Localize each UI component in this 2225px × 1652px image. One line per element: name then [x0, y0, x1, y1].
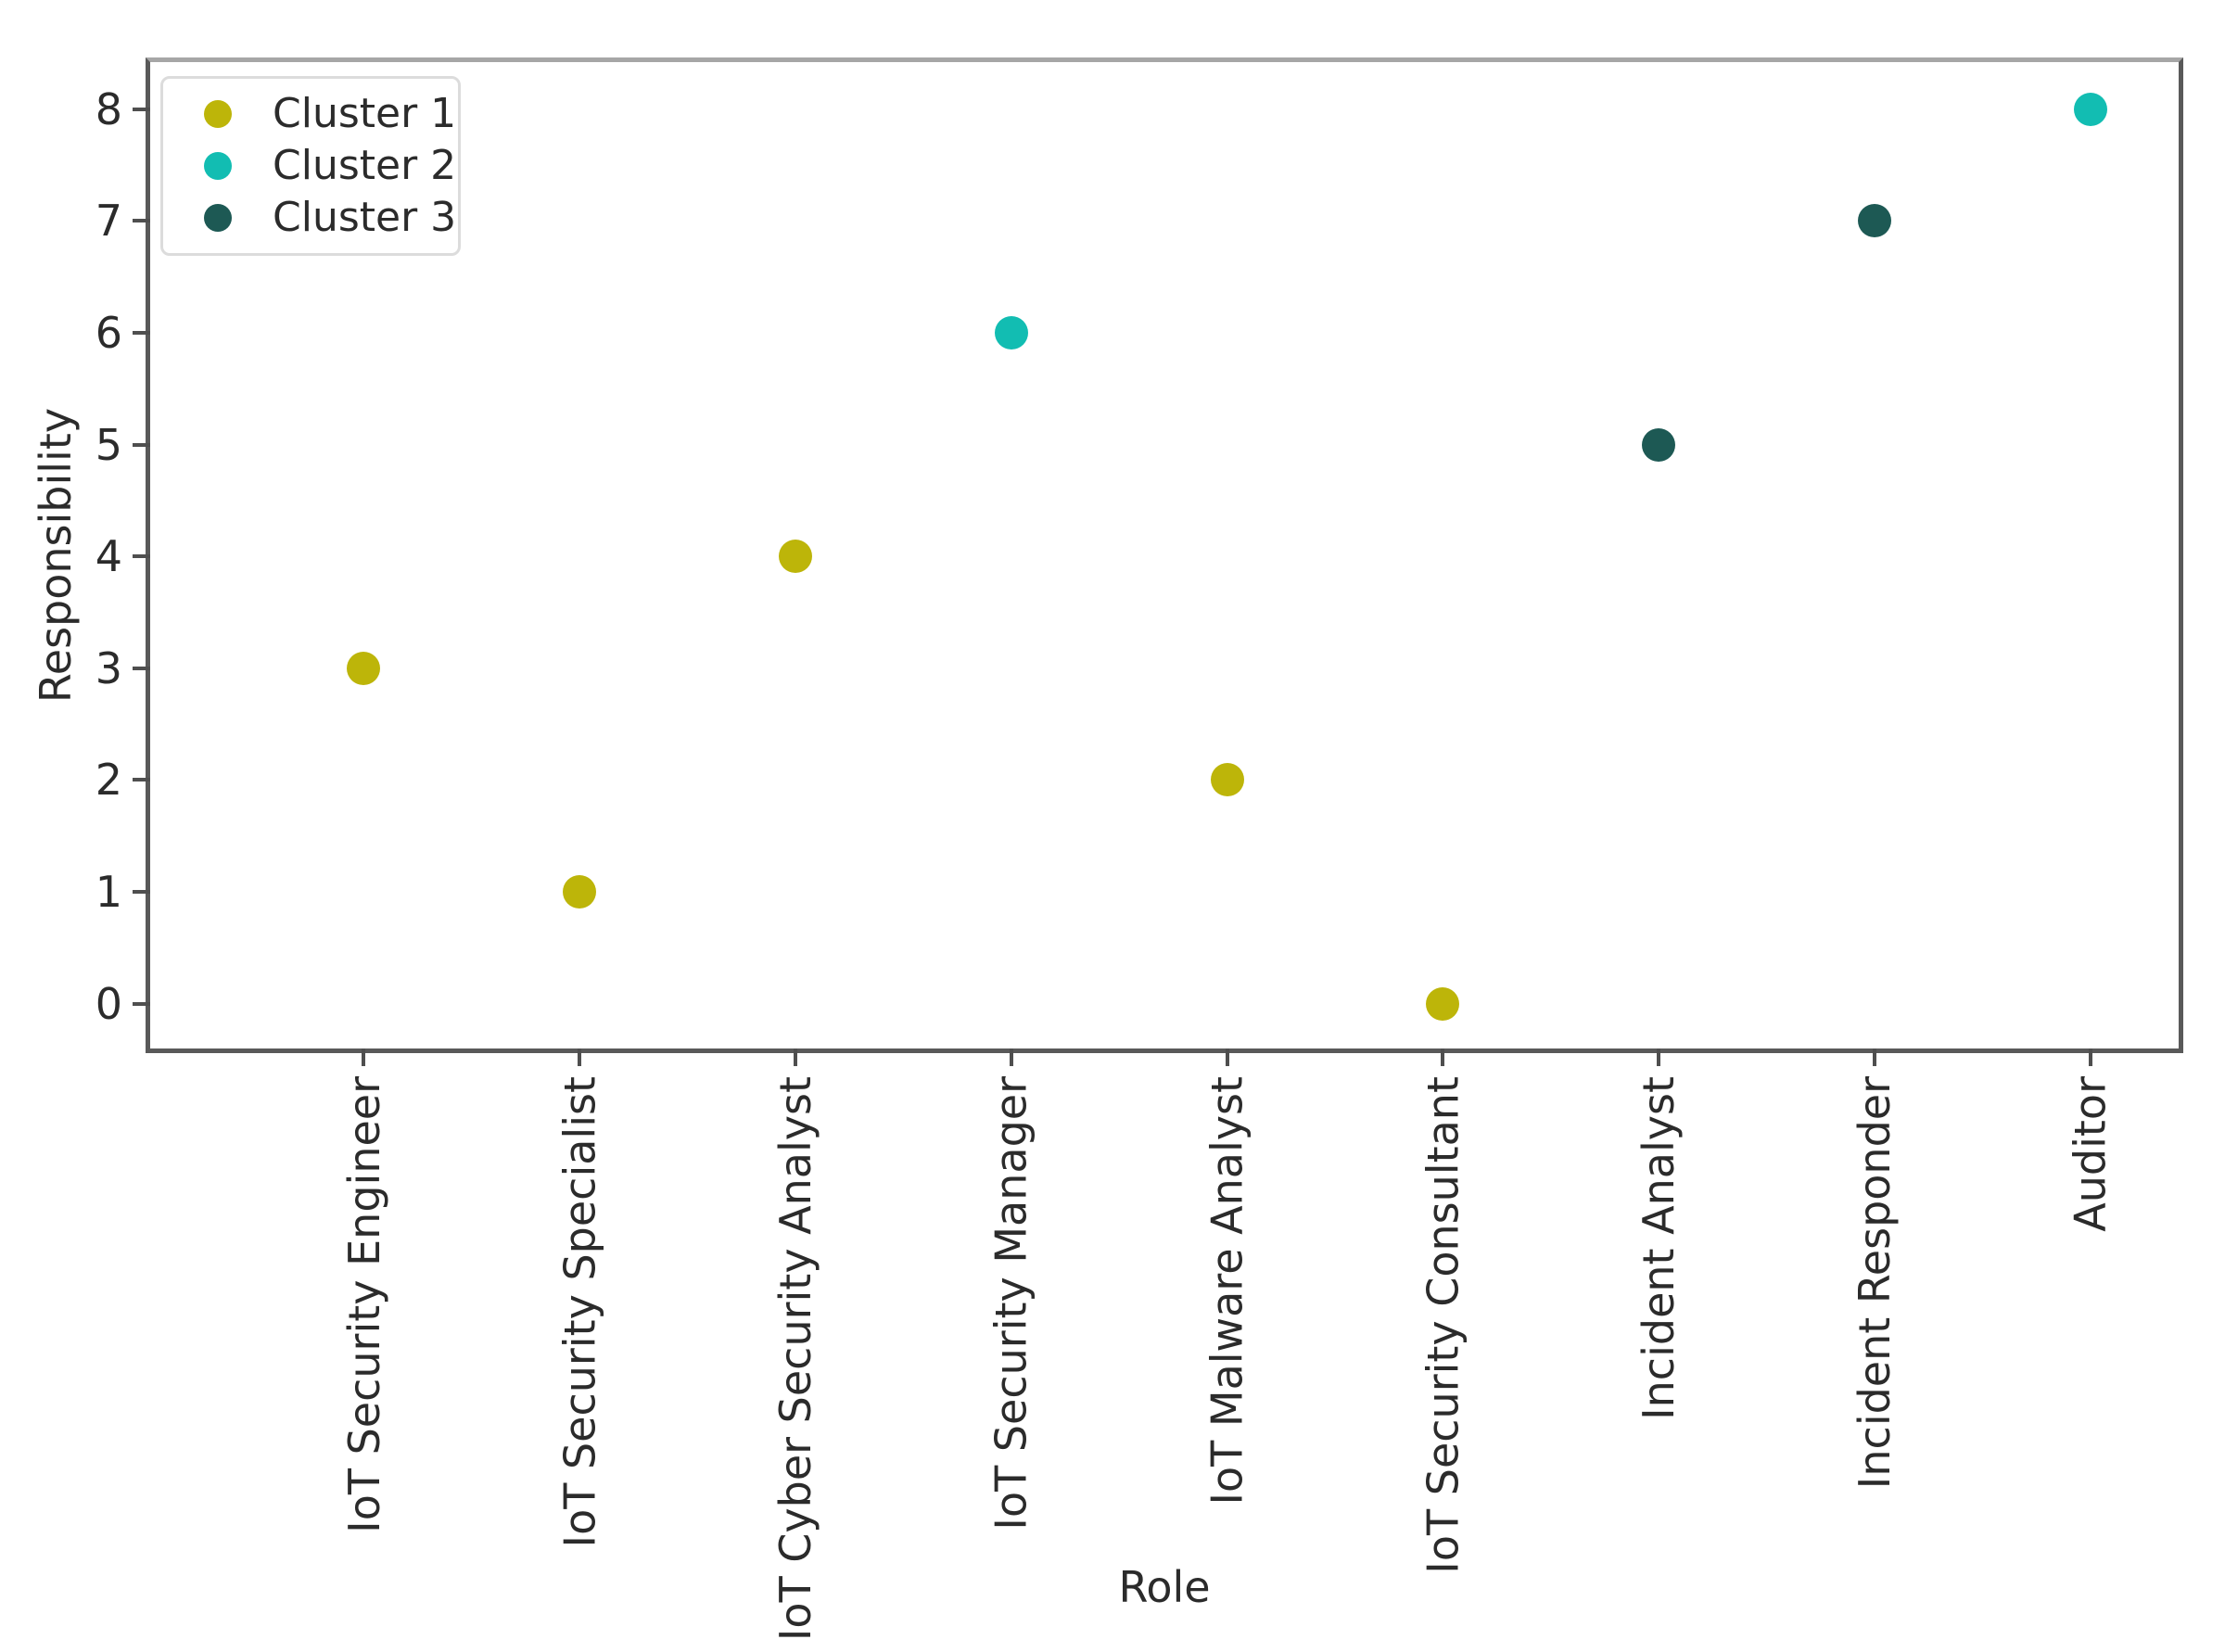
legend: Cluster 1 Cluster 2 Cluster 3	[160, 76, 461, 256]
legend-dot-icon	[204, 204, 232, 232]
legend-row: Cluster 1	[163, 88, 458, 140]
x-tick-label-text: IoT Security Manager	[985, 1076, 1036, 1531]
data-point	[563, 875, 597, 909]
data-point	[1857, 204, 1891, 238]
y-tick-label: 4	[95, 531, 122, 582]
y-tick-mark	[133, 442, 150, 447]
legend-row: Cluster 2	[163, 140, 458, 192]
x-axis-label: Role	[1118, 1562, 1211, 1612]
y-tick-label: 0	[95, 978, 122, 1029]
x-tick-label-text: IoT Malware Analyst	[1202, 1076, 1252, 1506]
data-point	[1642, 427, 1676, 462]
plot-area: Cluster 1 Cluster 2 Cluster 3 Role Respons…	[31, 57, 2183, 1641]
legend-label: Cluster 2	[273, 142, 457, 189]
x-tick-mark	[1441, 1048, 1445, 1066]
legend-dot-icon	[204, 100, 232, 128]
legend-label: Cluster 1	[273, 90, 457, 137]
y-axis-label: Responsibility	[31, 407, 81, 704]
x-tick-mark	[1872, 1048, 1876, 1066]
data-point	[347, 651, 381, 685]
x-tick-label-text: Auditor	[2065, 1076, 2116, 1232]
data-point	[1426, 986, 1460, 1021]
data-point	[2073, 92, 2107, 126]
x-tick-label-text: IoT Cyber Security Analyst	[769, 1076, 820, 1642]
x-tick-mark	[578, 1048, 582, 1066]
x-tick-label-text: IoT Security Consultant	[1418, 1076, 1468, 1574]
legend-label: Cluster 3	[273, 194, 457, 241]
x-tick-mark	[1657, 1048, 1661, 1066]
data-point	[1210, 763, 1244, 797]
x-tick-label-text: IoT Security Engineer	[338, 1076, 389, 1533]
legend-row: Cluster 3	[163, 192, 458, 244]
x-tick-mark	[1009, 1048, 1013, 1066]
y-tick-mark	[133, 890, 150, 895]
y-tick-mark	[133, 554, 150, 559]
x-tick-mark	[793, 1048, 797, 1066]
y-tick-mark	[133, 666, 150, 670]
y-tick-label: 5	[95, 419, 122, 470]
y-tick-label: 6	[95, 307, 122, 358]
x-tick-mark	[1225, 1048, 1229, 1066]
y-tick-mark	[133, 219, 150, 223]
data-point	[778, 540, 812, 574]
y-tick-mark	[133, 330, 150, 335]
y-tick-mark	[133, 1001, 150, 1006]
y-tick-label: 7	[95, 196, 122, 247]
y-tick-label: 8	[95, 83, 122, 134]
x-tick-label-text: Incident Responder	[1849, 1076, 1900, 1490]
y-tick-label: 3	[95, 642, 122, 693]
x-tick-mark	[2088, 1048, 2092, 1066]
x-tick-label-text: Incident Analyst	[1634, 1076, 1685, 1420]
legend-dot-icon	[204, 152, 232, 180]
x-tick-mark	[362, 1048, 366, 1066]
y-tick-mark	[133, 778, 150, 782]
y-tick-label: 1	[95, 867, 122, 918]
x-tick-label-text: IoT Security Specialist	[554, 1076, 605, 1548]
y-tick-mark	[133, 107, 150, 111]
data-point	[994, 315, 1028, 349]
y-tick-label: 2	[95, 755, 122, 806]
